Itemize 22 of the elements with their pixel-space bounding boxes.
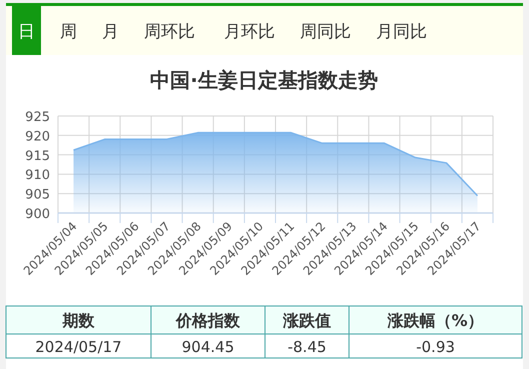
text: 涨跌值 (282, 311, 331, 330)
chart-title: 中国·生姜日定基指数走势 (150, 68, 378, 92)
text: -0.93 (416, 338, 455, 356)
text: 价格指数 (175, 311, 241, 330)
text: 日 (18, 22, 35, 42)
y-tick-label: 925 (25, 110, 50, 125)
text: 2024/05/17 (35, 338, 122, 356)
y-tick-label: 920 (25, 129, 50, 144)
text: -8.45 (288, 338, 326, 356)
text: 月环比 (224, 22, 275, 42)
y-tick-label: 905 (25, 188, 50, 203)
text: 周环比 (144, 22, 195, 42)
y-tick-label: 900 (25, 207, 50, 222)
text: 月 (102, 22, 119, 42)
text: 周同比 (300, 22, 351, 42)
text: 期数 (62, 311, 96, 330)
text: 涨跌幅（%） (386, 311, 484, 330)
text: 月同比 (376, 22, 427, 42)
text: 904.45 (182, 338, 234, 356)
text: 周 (60, 22, 77, 42)
y-tick-label: 915 (25, 148, 50, 164)
y-tick-label: 910 (25, 168, 50, 184)
